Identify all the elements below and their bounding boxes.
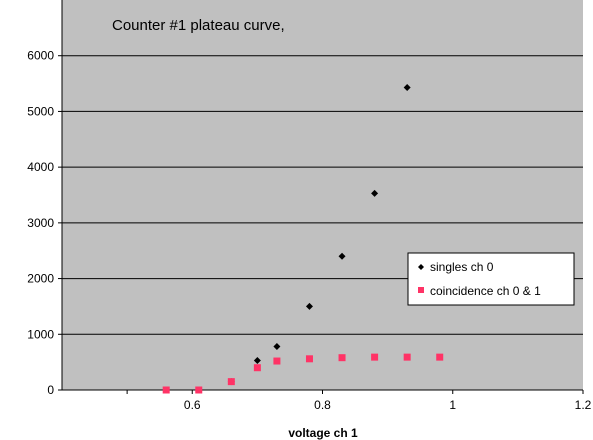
legend: singles ch 0 coincidence ch 0 & 1 <box>407 252 575 306</box>
point-series0-8 <box>403 83 411 91</box>
x-tick-label-1: 0.8 <box>314 398 331 412</box>
x-tick-label-3: 1.2 <box>575 398 592 412</box>
point-series1-9 <box>436 353 444 361</box>
y-tick-label-0: 0 <box>47 383 54 397</box>
y-tick-labels: 0 1000 2000 3000 4000 5000 6000 <box>27 49 54 397</box>
y-tick-label-1: 1000 <box>27 327 54 341</box>
point-series1-6 <box>338 354 346 362</box>
y-tick-label-4: 4000 <box>27 160 54 174</box>
axes <box>58 0 584 394</box>
legend-marker-coincidence <box>418 287 424 293</box>
point-series1-7 <box>371 353 379 361</box>
x-tick-labels: 0.6 0.8 1 1.2 <box>184 398 592 412</box>
data-points <box>162 83 444 394</box>
x-axis-title: voltage ch 1 <box>288 426 358 440</box>
legend-label-singles: singles ch 0 <box>430 260 494 274</box>
legend-label-coincidence: coincidence ch 0 & 1 <box>430 284 541 298</box>
point-series1-0 <box>162 386 170 394</box>
point-series1-5 <box>305 355 313 363</box>
legend-marker-singles <box>418 264 424 270</box>
point-series0-6 <box>338 252 346 260</box>
plot-area <box>62 0 583 390</box>
point-series0-5 <box>305 302 313 310</box>
y-tick-label-3: 3000 <box>27 216 54 230</box>
point-series0-4 <box>273 343 281 351</box>
point-series1-3 <box>253 364 261 372</box>
y-tick-label-6: 6000 <box>27 49 54 63</box>
point-series1-2 <box>227 378 235 386</box>
legend-box <box>407 252 575 306</box>
point-series0-3 <box>253 356 261 364</box>
chart-title: Counter #1 plateau curve, <box>112 17 285 34</box>
x-tick-label-2: 1 <box>449 398 456 412</box>
y-tick-label-2: 2000 <box>27 272 54 286</box>
point-series1-4 <box>273 357 281 365</box>
point-series1-1 <box>195 386 203 394</box>
x-tick-label-0: 0.6 <box>184 398 201 412</box>
gridlines <box>62 55 583 335</box>
y-tick-label-5: 5000 <box>27 104 54 118</box>
point-series1-8 <box>403 353 411 361</box>
point-series0-7 <box>371 189 379 197</box>
